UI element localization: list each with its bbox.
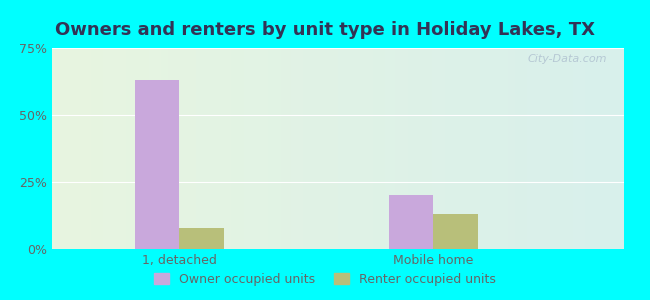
Text: Owners and renters by unit type in Holiday Lakes, TX: Owners and renters by unit type in Holid… bbox=[55, 21, 595, 39]
Bar bbox=[434, 214, 478, 249]
Text: City-Data.com: City-Data.com bbox=[527, 54, 607, 64]
Bar bbox=[179, 228, 224, 249]
Legend: Owner occupied units, Renter occupied units: Owner occupied units, Renter occupied un… bbox=[149, 268, 501, 291]
Bar bbox=[389, 195, 434, 249]
Bar bbox=[135, 80, 179, 249]
